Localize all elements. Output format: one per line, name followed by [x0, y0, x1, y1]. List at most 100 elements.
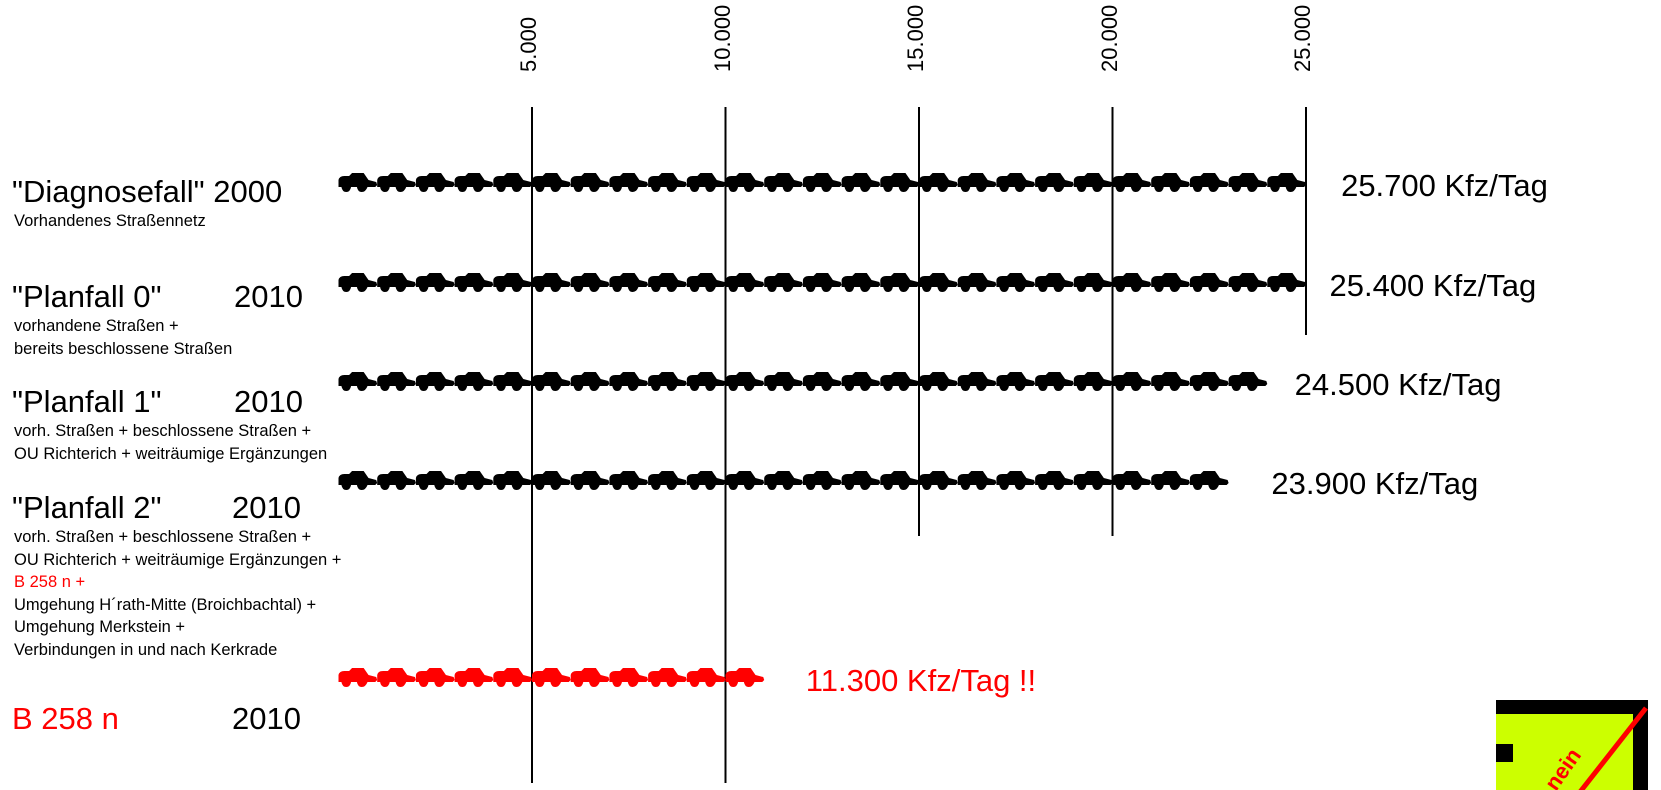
case-year: 2010: [232, 701, 301, 736]
traffic-bar: [338, 471, 1268, 490]
stamp-marker: [1496, 744, 1513, 762]
car-mark: [532, 668, 571, 687]
car-mark: [377, 273, 416, 292]
stamp-strike: [1578, 706, 1648, 790]
car-mark: [648, 173, 687, 192]
x-tick-label: 15.000: [903, 4, 928, 72]
car-mark: [957, 471, 997, 490]
car-mark: [454, 471, 494, 490]
case-name: "Planfall 0": [12, 279, 162, 314]
car-mark: [532, 372, 571, 391]
car-mark: [1228, 372, 1268, 391]
car-mark: [1073, 372, 1113, 391]
car-mark: [686, 471, 726, 490]
car-mark: [454, 372, 494, 391]
car-mark: [1228, 173, 1268, 192]
car-mark: [725, 372, 765, 391]
case-description-line: OU Richterich + weiträumige Ergänzungen: [14, 444, 328, 463]
case-description: vorh. Straßen + beschlossene Straßen + O…: [14, 526, 341, 661]
car-mark: [919, 471, 958, 490]
car-mark: [919, 173, 958, 192]
car-mark: [686, 372, 726, 391]
car-mark: [725, 173, 765, 192]
case-description-line: Vorhandenes Straßennetz: [14, 212, 206, 230]
car-mark: [802, 372, 842, 391]
traffic-bar: [338, 173, 1306, 192]
car-mark: [570, 173, 610, 192]
car-mark: [648, 668, 687, 687]
car-mark: [880, 273, 919, 292]
car-mark: [1151, 173, 1190, 192]
car-mark: [532, 273, 571, 292]
car-mark: [996, 273, 1036, 292]
value-label: 25.700 Kfz/Tag: [1341, 168, 1548, 203]
case-description-line: Umgehung H´rath-Mitte (Broichbachtal) +: [14, 595, 317, 614]
car-mark: [1151, 471, 1190, 490]
car-mark: [338, 372, 378, 391]
rejection-stamp: nein: [1496, 700, 1648, 790]
x-tick-label: 20.000: [1096, 4, 1122, 72]
car-mark: [919, 273, 958, 292]
car-mark: [570, 273, 610, 292]
car-mark: [377, 173, 416, 192]
car-mark: [919, 372, 958, 391]
car-mark: [1035, 173, 1074, 192]
case-name: B 258 n: [12, 701, 119, 736]
car-mark: [609, 372, 649, 391]
car-mark: [686, 173, 726, 192]
car-mark: [996, 471, 1036, 490]
car-mark: [1073, 471, 1113, 490]
car-mark: [1112, 273, 1152, 292]
car-mark: [570, 668, 610, 687]
car-mark: [454, 173, 494, 192]
car-mark: [841, 471, 881, 490]
case-year: 2010: [234, 384, 303, 419]
case-description-line: Verbindungen in und nach Kerkrade: [14, 640, 278, 659]
car-mark: [415, 372, 455, 391]
car-mark: [764, 173, 803, 192]
case-description-line: vorh. Straßen + beschlossene Straßen +: [14, 528, 312, 546]
car-mark: [764, 471, 803, 490]
car-mark: [841, 372, 881, 391]
case-description-line: vorhandene Straßen +: [14, 317, 179, 335]
car-mark: [880, 372, 919, 391]
car-mark: [1189, 471, 1229, 490]
car-mark: [570, 471, 610, 490]
car-mark: [880, 173, 919, 192]
car-mark: [725, 273, 765, 292]
car-mark: [648, 471, 687, 490]
traffic-bar: [338, 668, 765, 687]
car-mark: [880, 471, 919, 490]
x-tick-label: 5.000: [516, 16, 541, 72]
value-label: 11.300 Kfz/Tag !!: [805, 663, 1037, 698]
car-mark: [377, 668, 416, 687]
car-mark: [1151, 372, 1190, 391]
x-tick-label: 10.000: [709, 4, 735, 72]
car-mark: [764, 372, 803, 391]
case-description-line: Umgehung Merkstein +: [14, 618, 186, 636]
car-mark: [725, 471, 765, 490]
case-description-line: B 258 n +: [14, 573, 86, 591]
car-mark: [1267, 173, 1306, 192]
car-mark: [532, 471, 571, 490]
car-mark: [1112, 372, 1152, 391]
car-mark: [957, 173, 997, 192]
x-tick-label: 25.000: [1290, 4, 1315, 72]
value-label: 23.900 Kfz/Tag: [1271, 466, 1479, 501]
car-mark: [996, 372, 1036, 391]
car-mark: [377, 471, 416, 490]
case-year: 2010: [234, 279, 303, 314]
car-mark: [1267, 273, 1306, 292]
car-mark: [493, 668, 532, 687]
car-mark: [1112, 471, 1152, 490]
car-mark: [841, 273, 881, 292]
case-description-line: OU Richterich + weiträumige Ergänzungen …: [14, 550, 342, 569]
car-mark: [648, 273, 687, 292]
car-mark: [493, 173, 532, 192]
value-label: 25.400 Kfz/Tag: [1329, 268, 1537, 303]
car-mark: [1229, 471, 1268, 490]
car-mark: [338, 471, 378, 490]
car-mark: [686, 668, 726, 687]
car-mark: [338, 173, 378, 192]
car-mark: [686, 273, 726, 292]
